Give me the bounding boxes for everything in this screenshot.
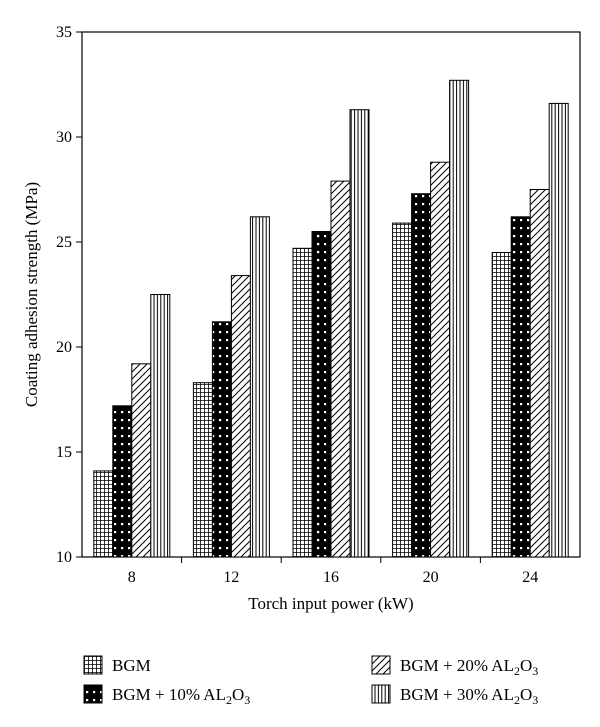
legend-label: BGM + 20% AL2O3 xyxy=(400,656,538,678)
bar-grid-16 xyxy=(292,247,313,558)
bar-grid-24 xyxy=(491,252,512,558)
bar-diagonal-24 xyxy=(529,189,550,558)
bar-vertical-24 xyxy=(548,102,569,558)
bar-dots-16 xyxy=(311,231,332,558)
bar-diagonal-20 xyxy=(430,161,451,558)
x-tick-label: 20 xyxy=(423,569,439,586)
bar-dots-12 xyxy=(211,321,232,558)
legend-swatch-dots xyxy=(83,684,103,704)
bar-vertical-8 xyxy=(150,294,171,558)
y-axis: 10 15 20 25 30 35 xyxy=(56,24,82,566)
x-tick-label: 16 xyxy=(323,569,339,586)
bar-dots-8 xyxy=(112,405,133,558)
bar-vertical-20 xyxy=(449,79,470,558)
bar-grid-12 xyxy=(192,382,213,558)
legend-swatch-diagonal xyxy=(371,655,391,675)
x-axis-label: Torch input power (kW) xyxy=(248,594,413,613)
legend-label: BGM + 10% AL2O3 xyxy=(112,685,250,707)
bars-group xyxy=(93,79,569,558)
y-tick-label: 15 xyxy=(56,444,72,461)
y-tick-label: 35 xyxy=(56,24,72,41)
legend-swatch-grid xyxy=(83,655,103,675)
bar-diagonal-16 xyxy=(330,180,351,558)
legend-label: BGM + 30% AL2O3 xyxy=(400,685,538,707)
y-tick-label: 10 xyxy=(56,549,72,566)
legend-label: BGM xyxy=(112,656,151,675)
bar-vertical-12 xyxy=(249,216,270,558)
bar-diagonal-12 xyxy=(230,275,251,558)
legend-swatch-vertical xyxy=(371,684,391,704)
bar-grid-20 xyxy=(392,222,413,558)
bar-vertical-16 xyxy=(349,109,370,558)
y-tick-label: 20 xyxy=(56,339,72,356)
y-axis-label: Coating adhesion strength (MPa) xyxy=(22,182,41,407)
bar-grid-8 xyxy=(93,470,114,558)
y-tick-label: 25 xyxy=(56,234,72,251)
legend: BGM BGM + 10% AL2O3 BGM + 20% AL2O3 BGM + 3… xyxy=(83,655,538,707)
bar-dots-20 xyxy=(411,193,432,558)
bar-dots-24 xyxy=(510,216,531,558)
x-tick-label: 12 xyxy=(223,569,239,586)
x-axis: 8 12 16 20 24 xyxy=(128,557,538,586)
y-tick-label: 30 xyxy=(56,129,72,146)
x-tick-label: 8 xyxy=(128,569,136,586)
bar-diagonal-8 xyxy=(131,363,152,558)
x-tick-label: 24 xyxy=(522,569,538,586)
